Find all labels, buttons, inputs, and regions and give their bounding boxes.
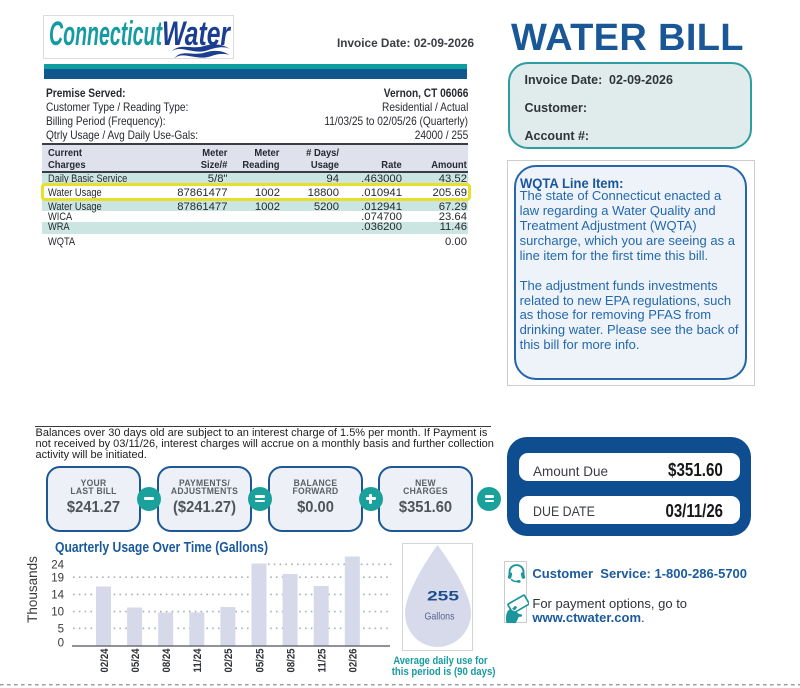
svg-text:14: 14 <box>51 590 64 602</box>
svg-text:255: 255 <box>427 589 460 604</box>
svg-text:Connecticut: Connecticut <box>49 16 163 53</box>
svg-text:08/24: 08/24 <box>161 648 173 673</box>
svg-text:11/25: 11/25 <box>317 649 329 673</box>
svg-text:19: 19 <box>51 572 64 584</box>
svg-text:02/26: 02/26 <box>348 649 360 673</box>
svg-text:5: 5 <box>58 623 64 635</box>
svg-text:08/25: 08/25 <box>285 649 297 673</box>
svg-text:0: 0 <box>58 638 64 650</box>
svg-text:24: 24 <box>51 559 64 571</box>
svg-text:10: 10 <box>51 607 64 619</box>
svg-text:Gallons: Gallons <box>425 610 455 622</box>
svg-text:05/24: 05/24 <box>130 648 142 673</box>
svg-text:02/25: 02/25 <box>223 649 235 673</box>
svg-text:11/24: 11/24 <box>192 648 204 673</box>
svg-text:Thousands: Thousands <box>25 556 40 623</box>
svg-text:02/24: 02/24 <box>99 648 111 673</box>
svg-text:Quarterly Usage Over Time (Gal: Quarterly Usage Over Time (Gallons) <box>55 540 268 556</box>
svg-text:05/25: 05/25 <box>254 649 266 673</box>
